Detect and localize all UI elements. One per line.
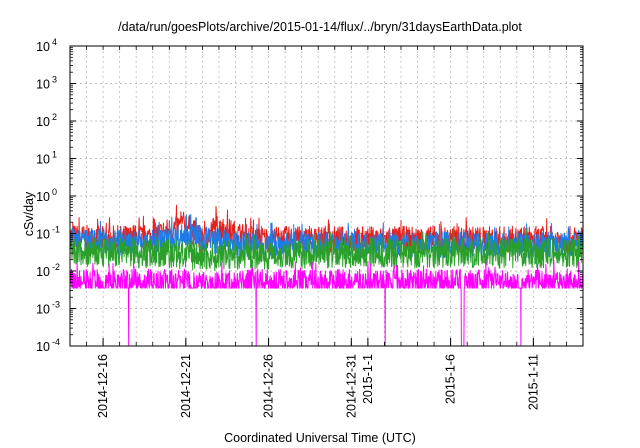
y-tick-label: 10 (36, 265, 50, 279)
y-tick-label: 10 (36, 228, 50, 242)
y-tick-label: 10 (36, 303, 50, 317)
x-tick-label: 2015-1-6 (444, 354, 458, 404)
y-tick-exponent: 1 (52, 150, 57, 160)
x-tick-label: 2014-12-31 (344, 354, 358, 418)
y-tick-exponent: -3 (52, 300, 60, 310)
x-axis-label: Coordinated Universal Time (UTC) (224, 431, 416, 445)
series-line-2 (70, 228, 583, 272)
y-tick-label: 10 (36, 340, 50, 354)
x-tick-label: 2014-12-26 (262, 354, 276, 418)
y-tick-exponent: -1 (52, 225, 60, 235)
x-tick-label: 2014-12-21 (179, 354, 193, 418)
y-tick-label: 10 (36, 153, 50, 167)
y-tick-exponent: 2 (52, 112, 57, 122)
x-tick-label: 2014-12-16 (96, 354, 110, 418)
y-tick-exponent: 3 (52, 75, 57, 85)
y-tick-label: 10 (36, 78, 50, 92)
x-tick-label: 2015-1-1 (361, 354, 375, 404)
y-tick-exponent: 4 (52, 37, 57, 47)
series-layer (70, 204, 583, 346)
chart-title: /data/run/goesPlots/archive/2015-01-14/f… (118, 20, 522, 34)
y-tick-exponent: -2 (52, 262, 60, 272)
y-axis-label: cSv/day (22, 191, 36, 237)
y-tick-label: 10 (36, 115, 50, 129)
grid-lines (70, 46, 583, 346)
y-tick-label: 10 (36, 40, 50, 54)
y-tick-label: 10 (36, 190, 50, 204)
x-tick-label: 2015-1-11 (526, 354, 540, 410)
series-line-3 (70, 259, 583, 346)
y-tick-exponent: -4 (52, 337, 60, 347)
y-tick-exponent: 0 (52, 187, 57, 197)
